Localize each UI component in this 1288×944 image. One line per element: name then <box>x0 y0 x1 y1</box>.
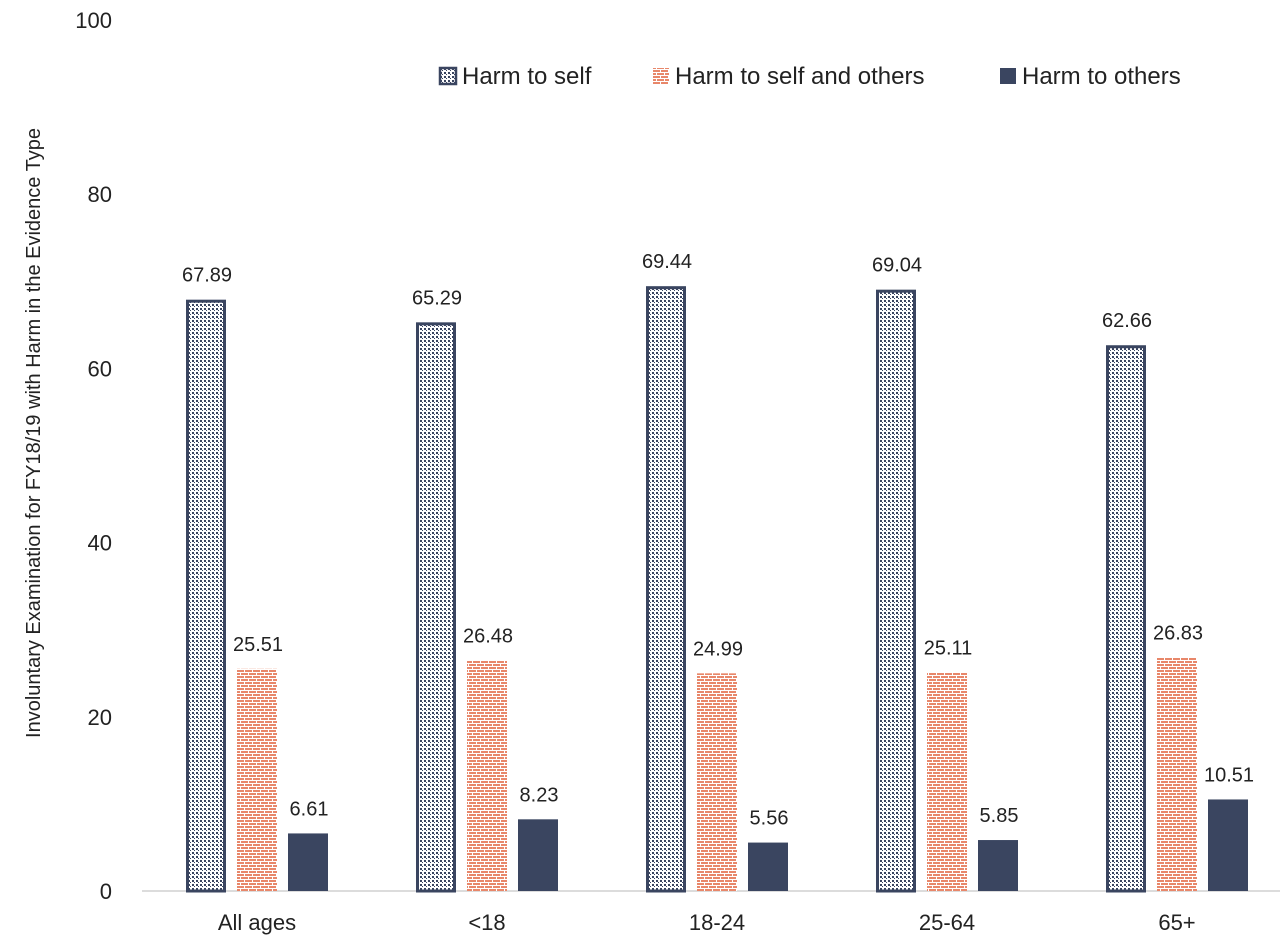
data-label: 62.66 <box>1102 310 1152 332</box>
bar-harm-to-self-and-others <box>237 668 277 891</box>
bar-harm-to-self-and-others <box>927 672 967 891</box>
bar-harm-to-self <box>1106 345 1146 893</box>
y-tick-label: 40 <box>88 531 112 556</box>
data-label: 5.85 <box>980 805 1019 827</box>
data-label: 69.04 <box>872 255 922 277</box>
data-label: 26.48 <box>463 625 513 647</box>
legend: Harm to self Harm to self and others Harm … <box>438 63 1181 90</box>
bar-harm-to-others <box>288 833 328 891</box>
x-category-label: 65+ <box>1158 910 1195 935</box>
data-label: 6.61 <box>290 798 329 820</box>
y-axis-label: Involuntary Examination for FY18/19 with… <box>23 128 45 738</box>
legend-swatch <box>1000 68 1016 84</box>
y-tick-label: 60 <box>88 356 112 381</box>
bar-harm-to-self-and-others <box>697 673 737 891</box>
y-tick-label: 20 <box>88 705 112 730</box>
data-label: 8.23 <box>520 784 559 806</box>
y-tick-label: 100 <box>75 8 112 33</box>
bar-harm-to-others <box>978 840 1018 891</box>
x-category-label: 18-24 <box>689 910 745 935</box>
y-tick-label: 0 <box>100 879 112 904</box>
x-category-label: 25-64 <box>919 910 975 935</box>
category-labels: All ages <18 18-24 25-64 65+ <box>218 910 1196 935</box>
data-label: 65.29 <box>412 287 462 309</box>
data-label: 25.11 <box>924 637 973 659</box>
y-axis-ticks: 0 20 40 60 80 100 <box>75 8 112 904</box>
legend-label: Harm to others <box>1022 63 1181 90</box>
bar-harm-to-others <box>518 819 558 891</box>
bar-harm-to-self <box>646 286 686 893</box>
data-label: 26.83 <box>1153 622 1203 644</box>
legend-label: Harm to self <box>462 63 592 90</box>
bar-harm-to-self-and-others <box>467 660 507 891</box>
data-label: 24.99 <box>693 638 743 660</box>
x-category-label: <18 <box>468 910 505 935</box>
y-tick-label: 80 <box>88 182 112 207</box>
x-category-label: All ages <box>218 910 296 935</box>
legend-swatch <box>653 68 669 84</box>
data-label: 67.89 <box>182 265 232 287</box>
data-label: 25.51 <box>233 634 283 656</box>
bar-harm-to-self <box>876 289 916 893</box>
bar-harm-to-others <box>1208 799 1248 891</box>
bar-harm-to-self <box>416 322 456 893</box>
legend-swatch <box>438 66 458 86</box>
data-label: 10.51 <box>1204 764 1254 786</box>
bars-group: 67.89 25.51 6.61 65.29 26.48 8.23 69.44 24.99 5.… <box>182 251 1254 893</box>
legend-label: Harm to self and others <box>675 63 924 90</box>
bar-harm-to-others <box>748 842 788 891</box>
bar-harm-to-self-and-others <box>1157 657 1197 891</box>
bar-harm-to-self <box>186 299 226 893</box>
data-label: 5.56 <box>750 808 789 830</box>
data-label: 69.44 <box>642 251 692 273</box>
